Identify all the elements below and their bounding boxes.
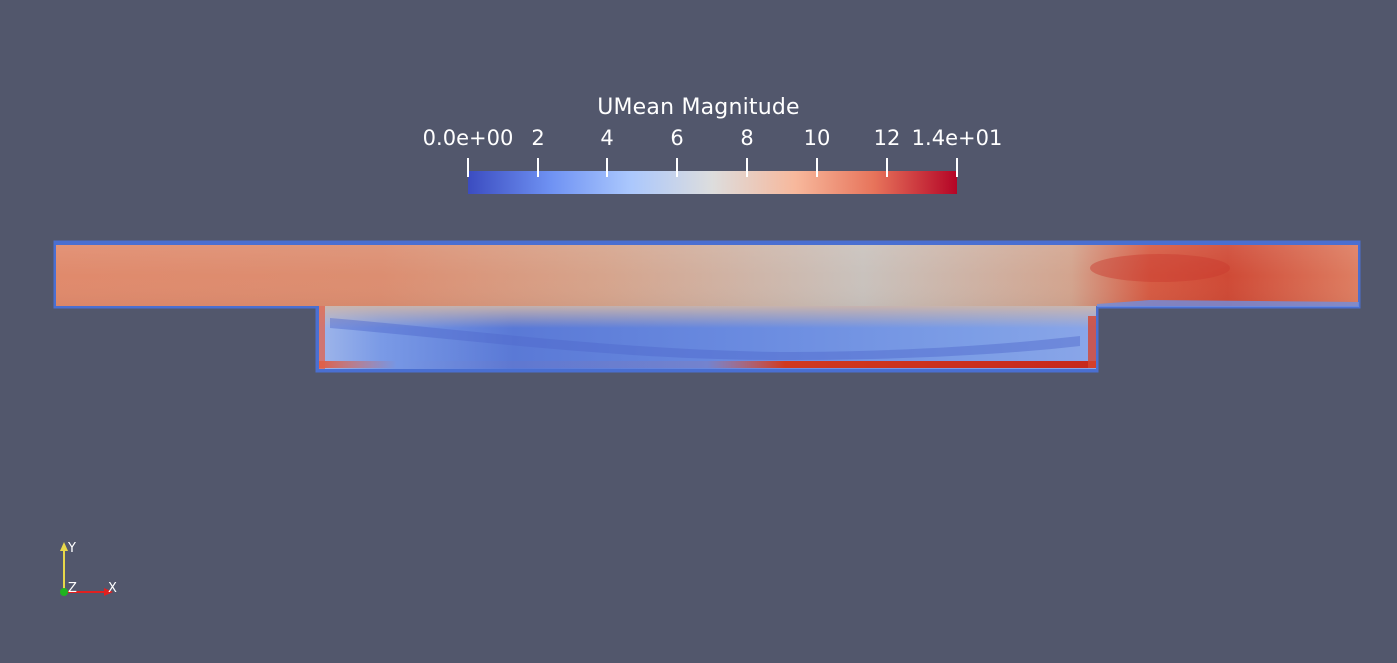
colorbar-tick-label: 2 (531, 126, 545, 150)
colorbar (468, 171, 957, 194)
colorbar-tick-label: 1.4e+01 (911, 126, 1003, 150)
colorbar-title: UMean Magnitude (597, 95, 800, 120)
colorbar-tick-label: 8 (740, 126, 754, 150)
y-axis-label: Y (67, 541, 76, 556)
colorbar-tick-label: 4 (600, 126, 614, 150)
z-axis-dot (60, 588, 68, 596)
x-axis-label: X (108, 581, 117, 596)
colorbar-tick-label: 0.0e+00 (422, 126, 514, 150)
colorbar-tick-label: 10 (803, 126, 831, 150)
z-axis-label: Z (68, 581, 77, 596)
colorbar-ticks (467, 158, 958, 177)
flow-domain[interactable] (53, 240, 1361, 373)
colorbar-tick-label: 12 (873, 126, 901, 150)
colorbar-tick-label: 6 (670, 126, 684, 150)
orientation-axes: Y X Z (60, 541, 117, 596)
